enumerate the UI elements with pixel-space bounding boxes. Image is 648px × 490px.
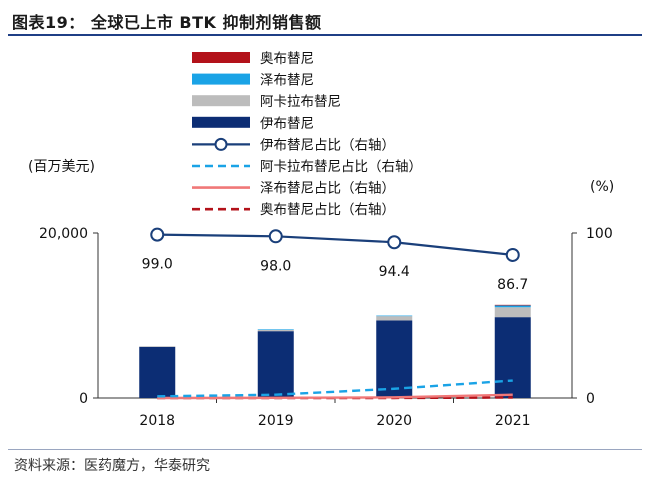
data-label: 98.0	[260, 258, 291, 274]
axes: 20,000 0 100 0	[39, 226, 613, 407]
data-label: 86.7	[497, 277, 528, 293]
bar-segment	[376, 315, 413, 317]
bar-segment	[257, 329, 294, 330]
x-tick-label: 2018	[139, 413, 175, 429]
bar-segment	[139, 346, 176, 347]
y-tick-label: 20,000	[39, 226, 88, 242]
y-axis-label: (百万美元)	[28, 159, 95, 175]
legend-swatch	[192, 52, 250, 63]
bar-segment	[376, 316, 413, 321]
bar-segment	[494, 307, 531, 318]
line-marker	[268, 229, 283, 244]
bar-segment	[494, 317, 531, 398]
y2-tick-label: 100	[586, 226, 613, 242]
legend-label: 阿卡拉布替尼	[260, 94, 341, 110]
line-marker	[505, 247, 520, 262]
footer-divider	[8, 449, 642, 450]
line-marker	[387, 235, 402, 250]
figure-title: 图表19： 全球已上市 BTK 抑制剂销售额	[12, 13, 322, 32]
legend-swatch	[192, 95, 250, 107]
y2-tick-label: 0	[586, 391, 595, 407]
data-label: 99.0	[142, 257, 173, 273]
y-tick-label: 0	[79, 391, 88, 407]
x-tick-label: 2021	[495, 413, 531, 429]
bar-segment	[376, 320, 413, 398]
legend-marker	[214, 137, 228, 151]
line-marker	[150, 227, 165, 242]
x-ticks: 2018 2019 2020 2021	[139, 413, 530, 429]
legend-label: 奥布替尼	[260, 50, 314, 67]
legend-label: 奥布替尼占比（右轴）	[260, 201, 395, 218]
legend-label: 泽布替尼占比（右轴）	[260, 181, 395, 197]
bar-segment	[257, 331, 294, 398]
series-line	[157, 379, 513, 398]
lines	[150, 227, 520, 400]
legend-swatch	[192, 116, 250, 128]
y2-axis-label: (%)	[590, 179, 614, 195]
data-labels: 99.0 98.0 94.4 86.7	[142, 257, 529, 293]
legend-label: 泽布替尼	[260, 73, 314, 89]
bar-segment	[494, 305, 531, 308]
x-tick-label: 2019	[258, 413, 294, 429]
bar-segment	[257, 329, 294, 332]
title-bar: 图表19： 全球已上市 BTK 抑制剂销售额	[8, 4, 642, 36]
bars	[139, 304, 531, 398]
data-label: 94.4	[379, 264, 410, 280]
series-line	[157, 233, 513, 257]
bar-segment	[139, 346, 176, 398]
legend-label: 伊布替尼	[260, 116, 314, 132]
legend-label: 伊布替尼占比（右轴）	[260, 137, 395, 153]
legend-label: 阿卡拉布替尼占比（右轴）	[260, 159, 422, 175]
source-note: 资料来源：医药魔方，华泰研究	[14, 458, 210, 474]
bar-segment	[494, 304, 531, 306]
series-line	[157, 393, 513, 400]
x-tick-label: 2020	[376, 413, 412, 429]
legend-swatch	[192, 73, 250, 85]
